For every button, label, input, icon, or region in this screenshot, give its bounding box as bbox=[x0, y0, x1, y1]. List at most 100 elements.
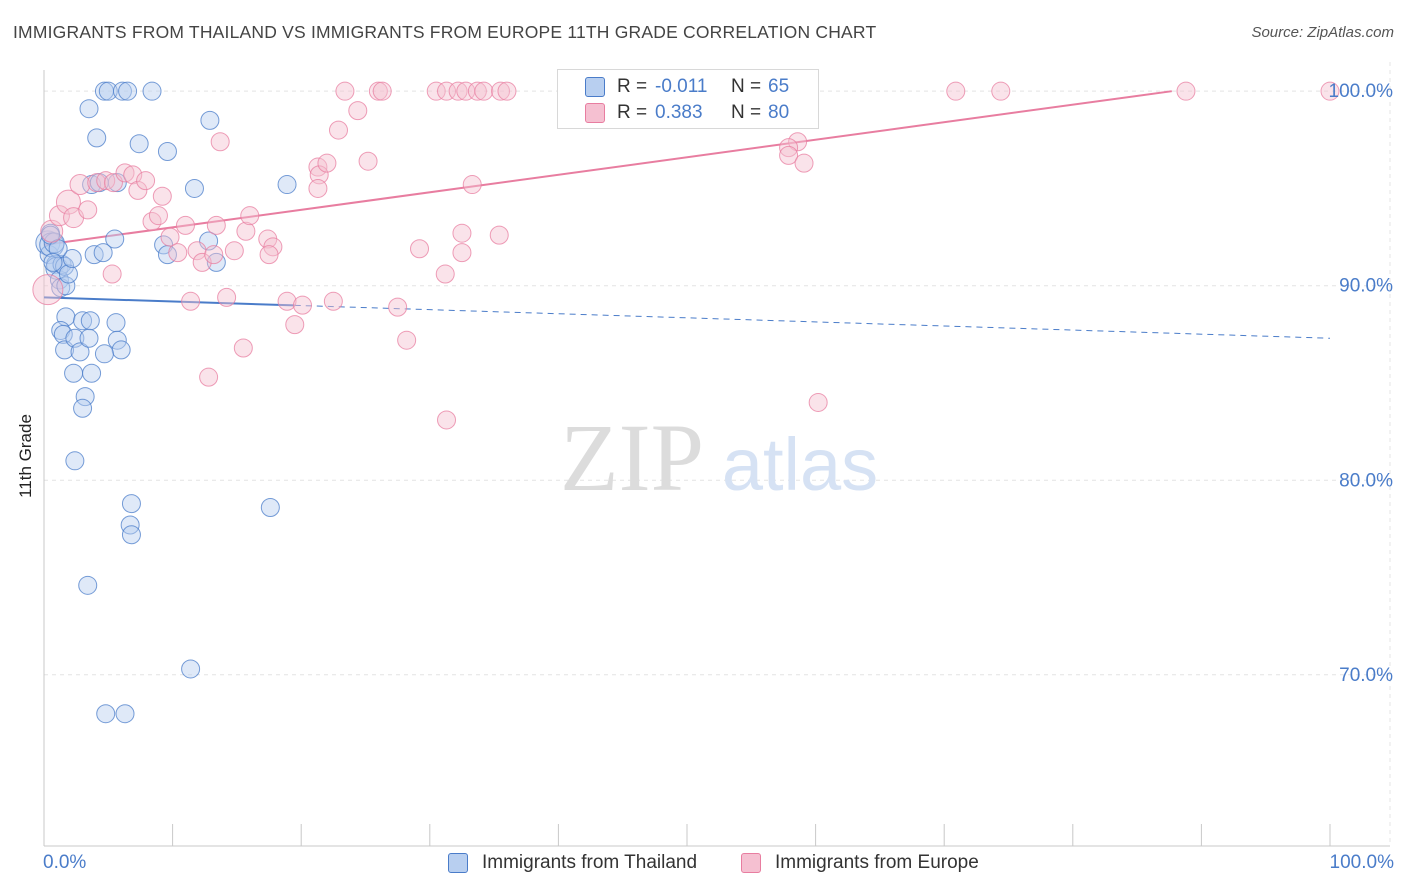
data-point bbox=[121, 525, 141, 545]
series-europe bbox=[32, 81, 1340, 430]
data-point bbox=[98, 81, 118, 101]
bottom-legend-label: Immigrants from Thailand bbox=[482, 852, 698, 873]
data-point bbox=[175, 215, 195, 235]
data-point bbox=[102, 264, 122, 284]
trend-lines bbox=[43, 90, 1331, 339]
data-point bbox=[358, 151, 378, 171]
trend-line-solid bbox=[43, 296, 295, 307]
legend-n-label: N = bbox=[731, 102, 762, 123]
data-point bbox=[106, 313, 126, 333]
data-point bbox=[112, 81, 132, 101]
data-point bbox=[233, 338, 253, 358]
data-point bbox=[292, 295, 312, 315]
data-point bbox=[309, 165, 329, 185]
data-point bbox=[224, 241, 244, 261]
data-point bbox=[118, 81, 138, 101]
data-point bbox=[136, 171, 156, 191]
legend-row-thailand: R = -0.011 N = 65 bbox=[558, 76, 818, 100]
data-point bbox=[217, 287, 237, 307]
data-point bbox=[467, 81, 487, 101]
data-point bbox=[148, 206, 168, 226]
data-point bbox=[78, 575, 98, 595]
legend-swatch-pink bbox=[585, 103, 605, 123]
data-point bbox=[397, 330, 417, 350]
y-tick-label: 100.0% bbox=[1329, 81, 1394, 102]
data-point bbox=[1176, 81, 1196, 101]
data-points bbox=[32, 81, 1340, 724]
legend-row-europe: R = 0.383 N = 80 bbox=[558, 102, 818, 126]
data-point bbox=[474, 81, 494, 101]
bottom-legend-swatch-pink bbox=[741, 853, 761, 873]
data-point bbox=[452, 223, 472, 243]
data-point bbox=[462, 175, 482, 195]
data-point bbox=[323, 291, 343, 311]
data-point bbox=[160, 227, 180, 247]
y-tick-labels: 100.0% 90.0% 80.0% 70.0% bbox=[1329, 81, 1394, 686]
data-point bbox=[82, 363, 102, 383]
data-point bbox=[277, 175, 297, 195]
data-point bbox=[142, 81, 162, 101]
data-point bbox=[491, 81, 511, 101]
data-point bbox=[184, 178, 204, 198]
data-point bbox=[388, 297, 408, 317]
data-point bbox=[152, 186, 172, 206]
y-tick-label: 70.0% bbox=[1339, 665, 1393, 686]
data-point bbox=[348, 101, 368, 121]
data-point bbox=[788, 132, 808, 152]
data-point bbox=[87, 128, 107, 148]
data-point bbox=[121, 494, 141, 514]
legend-n-value: 80 bbox=[768, 102, 790, 123]
data-point bbox=[56, 276, 76, 296]
data-point bbox=[129, 134, 149, 154]
legend-n-value: 65 bbox=[768, 76, 790, 97]
data-point bbox=[94, 344, 114, 364]
data-point bbox=[75, 387, 95, 407]
data-point bbox=[80, 311, 100, 331]
data-point bbox=[73, 311, 93, 331]
data-point bbox=[260, 497, 280, 517]
y-tick-label: 80.0% bbox=[1339, 470, 1393, 491]
data-point bbox=[236, 221, 256, 241]
data-point bbox=[1320, 81, 1340, 101]
data-point bbox=[181, 291, 201, 311]
data-point bbox=[73, 398, 93, 418]
data-point bbox=[794, 153, 814, 173]
data-point bbox=[277, 291, 297, 311]
data-point bbox=[206, 215, 226, 235]
data-point bbox=[199, 367, 219, 387]
trend-line bbox=[43, 90, 1172, 246]
x-tick-label-max: 100.0% bbox=[1329, 852, 1394, 873]
data-point bbox=[58, 264, 78, 284]
data-point bbox=[452, 243, 472, 263]
data-point bbox=[62, 248, 82, 268]
data-point bbox=[317, 153, 337, 173]
legend-r-label: R = bbox=[617, 76, 648, 97]
data-point bbox=[210, 132, 230, 152]
data-point bbox=[779, 145, 799, 165]
stats-legend: R = -0.011 N = 65 R = 0.383 N = 80 bbox=[557, 69, 819, 129]
data-point bbox=[105, 229, 125, 249]
legend-r-value: -0.011 bbox=[655, 76, 708, 97]
data-point bbox=[70, 342, 90, 362]
data-point bbox=[96, 171, 116, 191]
data-point bbox=[78, 200, 98, 220]
data-point bbox=[192, 252, 212, 272]
data-point bbox=[32, 274, 64, 306]
data-point bbox=[497, 81, 517, 101]
data-point bbox=[128, 180, 148, 200]
data-point bbox=[335, 81, 355, 101]
data-point bbox=[69, 174, 91, 196]
data-point bbox=[308, 157, 328, 177]
series-thailand bbox=[35, 81, 297, 724]
legend-r-label: R = bbox=[617, 102, 648, 123]
data-point bbox=[991, 81, 1011, 101]
source-note: Source: ZipAtlas.com bbox=[1251, 24, 1394, 41]
data-point bbox=[206, 252, 226, 272]
data-point bbox=[168, 243, 188, 263]
data-point bbox=[115, 704, 135, 724]
data-point bbox=[107, 330, 127, 350]
data-point bbox=[79, 328, 99, 348]
data-point bbox=[808, 392, 828, 412]
data-point bbox=[437, 81, 457, 101]
watermark: ZIP atlas bbox=[560, 404, 878, 511]
